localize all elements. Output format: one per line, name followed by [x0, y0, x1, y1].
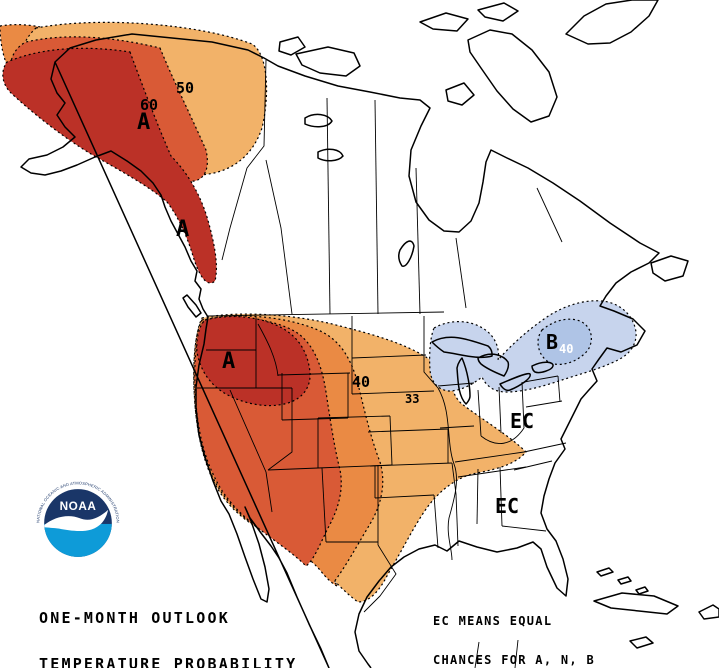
cuba — [593, 592, 679, 615]
legend-line-1: EC MEANS EQUAL — [433, 614, 553, 628]
panhandle-above-label: A — [176, 217, 189, 242]
legend-block: EC MEANS EQUAL CHANCES FOR A, N, B A MEA… — [433, 589, 595, 668]
greenland — [565, 0, 659, 45]
devon-island — [419, 12, 469, 32]
alaska-contour-60-label: 60 — [140, 96, 158, 114]
alaska-contour-50-label: 50 — [176, 79, 194, 97]
baffin-island — [467, 29, 558, 123]
lake-huron — [477, 353, 510, 377]
alaska-above-label: A — [137, 110, 150, 135]
newfoundland — [650, 255, 689, 282]
great-bear-lake — [304, 113, 333, 128]
northeast-below-region — [429, 300, 637, 393]
lake-winnipeg — [397, 240, 415, 267]
coastlines — [20, 0, 719, 668]
noaa-logo-svg: NATIONAL OCEANIC AND ATMOSPHERIC ADMINIS… — [32, 477, 124, 569]
ellesmere-island — [477, 2, 519, 22]
map-annotations: 50 60 A A A 40 33 B 40 EC EC — [137, 79, 573, 518]
vancouver-island — [182, 294, 202, 318]
midwest-contour-33-label: 33 — [405, 392, 419, 406]
alaska-above-region — [0, 21, 268, 284]
northeast-40-band — [537, 318, 592, 365]
lake-superior — [431, 336, 493, 359]
state-borders — [197, 59, 567, 668]
ec-midatlantic-label: EC — [510, 409, 534, 433]
legend-line-2: CHANCES FOR A, N, B — [433, 653, 595, 667]
northeast-below-label: B — [546, 330, 558, 354]
southampton-island — [445, 82, 475, 106]
lake-ontario — [531, 361, 554, 374]
great-slave-lake — [317, 148, 344, 162]
title-line-1: ONE-MONTH OUTLOOK — [39, 608, 230, 627]
banks-island — [278, 36, 306, 56]
seagull-icon — [44, 509, 109, 532]
west-above-label: A — [222, 349, 235, 374]
northeast-contour-40-label: 40 — [559, 342, 573, 356]
alaska-60-band — [2, 47, 218, 284]
bahamas — [596, 567, 649, 595]
lake-erie — [499, 372, 531, 392]
hispaniola — [698, 604, 719, 620]
mainland-coast — [20, 33, 660, 668]
jamaica — [629, 636, 654, 649]
noaa-logo: NATIONAL OCEANIC AND ATMOSPHERIC ADMINIS… — [31, 476, 125, 570]
title-block: ONE-MONTH OUTLOOK TEMPERATURE PROBABILIT… — [39, 580, 297, 668]
northeast-33-band — [429, 300, 637, 393]
title-line-2: TEMPERATURE PROBABILITY — [39, 655, 298, 668]
ec-southeast-label: EC — [495, 494, 519, 518]
logo-acronym: NOAA — [60, 500, 97, 513]
victoria-island — [295, 46, 361, 77]
plains-contour-40-label: 40 — [352, 373, 370, 391]
lake-michigan — [456, 357, 471, 405]
